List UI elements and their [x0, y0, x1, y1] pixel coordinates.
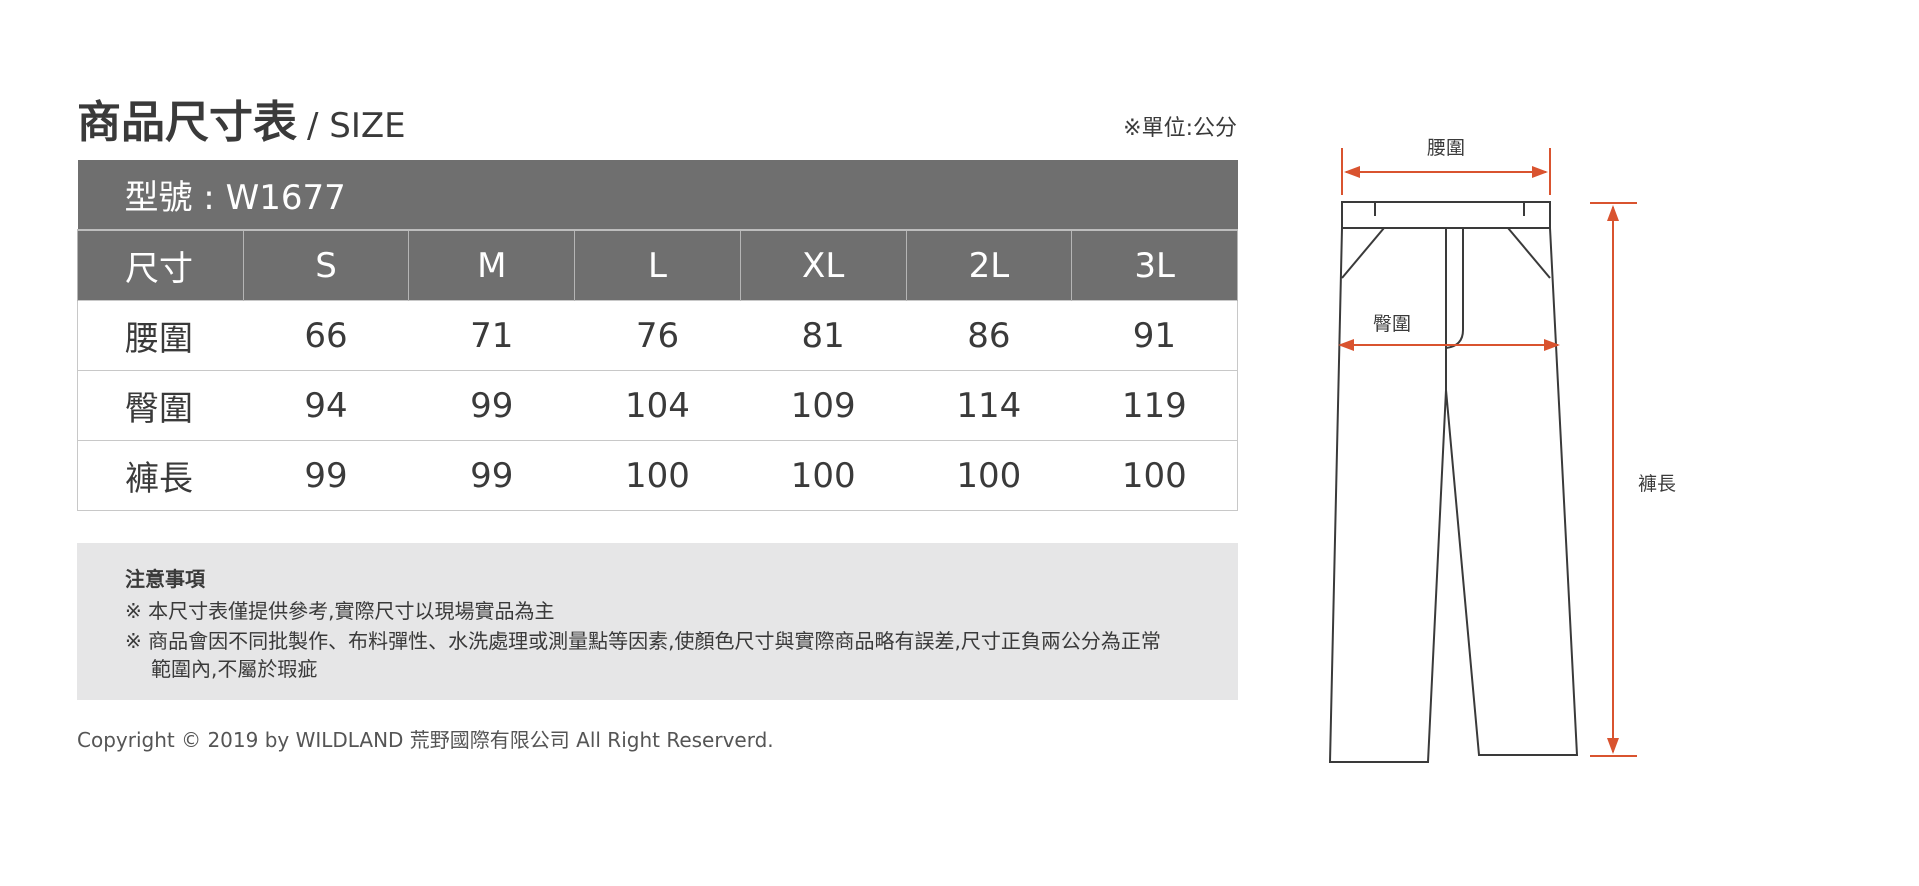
table-cell: 109: [740, 370, 907, 441]
table-cell: 99: [243, 440, 409, 511]
column-header: XL: [739, 230, 907, 301]
table-cell: 99: [408, 440, 575, 511]
row-label: 腰圍: [77, 300, 244, 371]
waist-label: 腰圍: [1427, 137, 1466, 159]
row-label: 臀圍: [77, 370, 244, 441]
note-item: ※ 本尺寸表僅提供參考,實際尺寸以現場實品為主: [125, 599, 555, 623]
table-row: 腰圍 66 71 76 81 86 91: [77, 300, 1238, 371]
column-header: L: [574, 230, 741, 301]
length-label: 褲長: [1638, 473, 1677, 495]
table-cell: 91: [1071, 300, 1238, 371]
table-cell: 100: [906, 440, 1072, 511]
table-cell: 100: [574, 440, 741, 511]
pants-outline: [1328, 201, 1579, 763]
table-cell: 100: [740, 440, 907, 511]
column-header: 2L: [905, 230, 1073, 301]
page-title: 商品尺寸表 / SIZE: [77, 86, 406, 150]
table-cell: 99: [408, 370, 575, 441]
notes-heading: 注意事項: [125, 567, 205, 591]
note-item-line: ※ 商品會因不同批製作、布料彈性、水洗處理或測量點等因素,使顏色尺寸與實際商品略…: [125, 629, 1161, 653]
title-subtitle: / SIZE: [307, 106, 406, 146]
model-label: 型號 : W1677: [77, 160, 1238, 231]
title-text: 商品尺寸表: [77, 97, 297, 148]
column-header: S: [242, 230, 410, 301]
row-label: 褲長: [77, 440, 244, 511]
table-cell: 104: [574, 370, 741, 441]
size-table: 型號 : W1677 尺寸 S M L XL 2L 3L 腰圍 66 71 76…: [77, 160, 1238, 511]
column-header: M: [408, 230, 576, 301]
table-cell: 100: [1071, 440, 1238, 511]
size-header-row: 尺寸 S M L XL 2L 3L: [77, 230, 1238, 301]
table-row: 臀圍 94 99 104 109 114 119: [77, 370, 1238, 441]
table-cell: 86: [906, 300, 1072, 371]
model-row: 型號 : W1677: [77, 160, 1238, 231]
table-cell: 76: [574, 300, 741, 371]
note-item-continuation: 範圍內,不屬於瑕疵: [151, 657, 318, 681]
table-cell: 119: [1071, 370, 1238, 441]
table-cell: 94: [243, 370, 409, 441]
note-item: ※ 商品會因不同批製作、布料彈性、水洗處理或測量點等因素,使顏色尺寸與實際商品略…: [125, 627, 1205, 683]
column-header: 尺寸: [77, 230, 244, 301]
table-cell: 81: [740, 300, 907, 371]
table-row: 褲長 99 99 100 100 100 100: [77, 440, 1238, 511]
notes-box: 注意事項 ※ 本尺寸表僅提供參考,實際尺寸以現場實品為主 ※ 商品會因不同批製作…: [77, 543, 1238, 700]
table-cell: 114: [906, 370, 1072, 441]
column-header: 3L: [1071, 230, 1238, 301]
table-cell: 66: [243, 300, 409, 371]
table-cell: 71: [408, 300, 575, 371]
measure-lines: [1338, 148, 1637, 757]
hip-label: 臀圍: [1373, 313, 1412, 335]
unit-note: ※單位:公分: [1123, 116, 1237, 141]
copyright: Copyright © 2019 by WILDLAND 荒野國際有限公司 Al…: [77, 728, 774, 752]
